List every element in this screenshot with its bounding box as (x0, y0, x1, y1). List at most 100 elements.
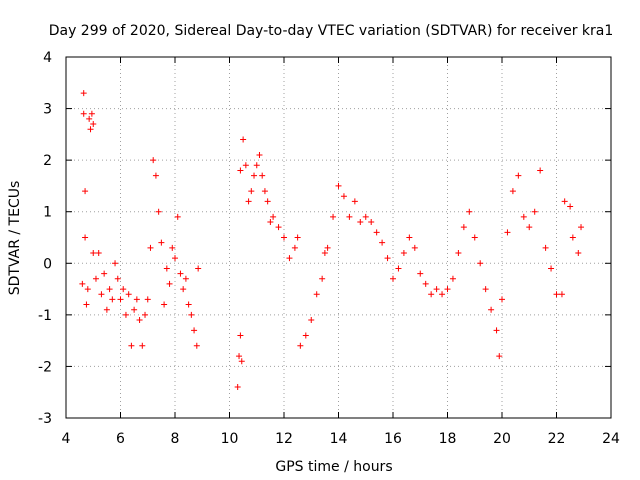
data-point-0-95 (411, 244, 418, 251)
data-point-0-86 (362, 213, 369, 220)
data-point-0-9 (88, 110, 95, 117)
data-point-0-48 (191, 327, 198, 334)
data-point-0-20 (114, 275, 121, 282)
y-tick-label-3: 0 (43, 256, 52, 272)
data-point-0-40 (169, 244, 176, 251)
data-point-0-2 (80, 110, 87, 117)
data-point-0-29 (139, 342, 146, 349)
data-point-0-90 (384, 255, 391, 262)
data-point-0-111 (496, 353, 503, 360)
x-tick-label-3: 10 (221, 431, 239, 447)
y-tick-label-4: 1 (43, 205, 52, 221)
data-point-0-98 (428, 291, 435, 298)
y-tick-label-0: -3 (38, 411, 52, 427)
x-tick-label-5: 14 (330, 431, 348, 447)
chart-title: Day 299 of 2020, Sidereal Day-to-day VTE… (49, 23, 614, 39)
data-point-0-127 (575, 249, 582, 256)
data-point-0-65 (264, 198, 271, 205)
x-axis-label: GPS time / hours (275, 459, 392, 475)
data-point-0-87 (368, 219, 375, 226)
data-point-0-89 (379, 239, 386, 246)
data-point-0-120 (542, 244, 549, 251)
data-point-0-60 (251, 172, 258, 179)
data-point-0-31 (144, 296, 151, 303)
x-tick-label-9: 22 (548, 431, 566, 447)
data-point-0-109 (488, 306, 495, 313)
y-axis-label: SDTVAR / TECUs (7, 181, 23, 296)
x-tick-label-10: 24 (602, 431, 620, 447)
data-point-0-43 (177, 270, 184, 277)
y-tick-label-5: 2 (43, 153, 52, 169)
data-point-0-85 (357, 219, 364, 226)
data-point-0-27 (133, 296, 140, 303)
data-point-0-104 (460, 224, 467, 231)
data-point-0-113 (504, 229, 511, 236)
data-point-0-23 (122, 311, 129, 318)
data-point-0-75 (308, 317, 315, 324)
data-point-0-108 (482, 286, 489, 293)
data-point-0-106 (471, 234, 478, 241)
data-point-0-94 (406, 234, 413, 241)
data-point-0-97 (422, 280, 429, 287)
data-point-0-26 (131, 306, 138, 313)
data-point-0-116 (520, 213, 527, 220)
data-point-0-67 (270, 213, 277, 220)
y-tick-label-1: -2 (38, 359, 52, 375)
data-point-0-64 (261, 188, 268, 195)
data-point-0-7 (86, 115, 93, 122)
data-point-0-44 (180, 286, 187, 293)
data-point-0-12 (92, 275, 99, 282)
data-point-0-91 (390, 275, 396, 282)
data-point-0-59 (248, 188, 255, 195)
data-point-0-93 (400, 249, 407, 256)
data-point-0-19 (112, 260, 119, 267)
data-point-0-96 (417, 270, 424, 277)
data-point-0-53 (237, 332, 244, 339)
x-tick-label-7: 18 (439, 431, 457, 447)
data-point-0-47 (188, 311, 195, 318)
data-point-0-42 (174, 213, 181, 220)
data-point-0-6 (84, 286, 91, 293)
data-points (79, 90, 585, 391)
data-point-0-14 (98, 291, 105, 298)
data-point-0-30 (142, 311, 149, 318)
data-point-0-55 (237, 167, 244, 174)
data-point-0-45 (182, 275, 189, 282)
data-point-0-114 (509, 188, 516, 195)
x-tick-label-6: 16 (384, 431, 402, 447)
data-point-0-107 (477, 260, 484, 267)
data-point-0-17 (106, 286, 113, 293)
data-point-0-101 (444, 286, 451, 293)
y-tick-label-6: 3 (43, 102, 52, 118)
data-point-0-46 (185, 301, 192, 308)
data-point-0-22 (120, 286, 127, 293)
data-point-0-100 (439, 291, 446, 298)
data-point-0-37 (161, 301, 168, 308)
plot-frame (65, 56, 612, 419)
data-point-0-115 (515, 172, 522, 179)
data-point-0-119 (537, 167, 544, 174)
data-point-0-124 (561, 198, 568, 205)
data-point-0-122 (553, 291, 560, 298)
data-point-0-68 (275, 224, 282, 231)
data-point-0-58 (245, 198, 252, 205)
data-point-0-112 (499, 296, 505, 303)
data-point-0-118 (531, 208, 538, 215)
data-point-0-82 (340, 193, 347, 200)
data-point-0-28 (136, 317, 143, 324)
data-point-0-105 (466, 208, 473, 215)
data-point-0-103 (455, 249, 462, 256)
data-point-0-61 (253, 162, 260, 169)
data-point-0-24 (125, 291, 132, 298)
data-point-0-76 (313, 291, 320, 298)
data-point-0-39 (166, 280, 173, 287)
data-point-0-66 (267, 219, 274, 226)
data-point-0-74 (302, 332, 309, 339)
data-point-0-63 (259, 172, 266, 179)
data-point-0-128 (578, 224, 585, 231)
x-tick-label-8: 20 (493, 431, 511, 447)
data-point-0-81 (335, 182, 342, 189)
data-point-0-70 (286, 255, 293, 262)
data-point-0-69 (281, 234, 287, 241)
